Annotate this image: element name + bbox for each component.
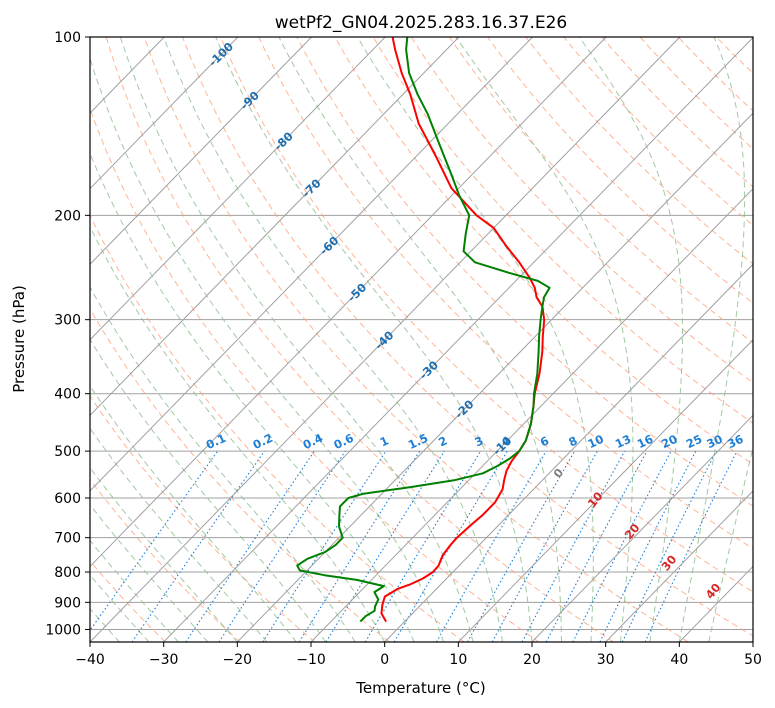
moist-adiabat-line: [578, 37, 683, 642]
x-tick-label: 20: [523, 652, 541, 668]
isotherm-line: [236, 112, 753, 642]
moist-adiabat-line: [678, 37, 746, 642]
dry-adiabat-line: [258, 37, 753, 550]
x-tick-label: 50: [744, 652, 762, 668]
x-tick-label: 10: [449, 652, 467, 668]
dry-adiabat-line: [487, 37, 753, 304]
mixing-ratio-label: 20: [659, 432, 679, 451]
x-axis-label: Temperature (°C): [355, 679, 485, 697]
chart-title: wetPf2_GN04.2025.283.16.37.E26: [275, 13, 567, 33]
mixing-ratio-label: 16: [635, 432, 655, 451]
mixing-ratio-line: [218, 450, 346, 642]
mixing-ratio-line: [325, 450, 445, 642]
moist-adiabat-line: [455, 37, 634, 642]
y-tick-label: 1000: [45, 622, 81, 638]
plot-frame: [89, 36, 754, 643]
mixing-ratio-line: [599, 450, 697, 642]
y-tick-label: 300: [54, 313, 81, 329]
mixing-ratio-label: 30: [704, 432, 724, 451]
dry-adiabat-line: [90, 395, 316, 642]
y-tick-label: 100: [54, 30, 81, 46]
moist-adiabat-line: [90, 286, 356, 642]
mixing-ratio-line: [131, 450, 265, 642]
x-tick-label: 30: [597, 652, 615, 668]
dry-adiabat-line: [296, 37, 753, 507]
dry-adiabat-line: [90, 478, 241, 642]
moist-adiabat-line: [90, 466, 238, 642]
isotherm-line: [90, 37, 681, 642]
mixing-ratio-line: [298, 450, 421, 642]
moist-adiabat-line: [356, 37, 594, 642]
moist-adiabat-line: [90, 225, 386, 642]
dry-adiabat-line: [90, 107, 540, 642]
isotherms: [90, 37, 753, 642]
x-tick-label: 0: [380, 652, 389, 668]
x-tick-label: −30: [149, 652, 179, 668]
mixing-ratio-lines: [90, 450, 738, 642]
moist-adiabat-line: [278, 37, 562, 642]
y-tick-label: 600: [54, 491, 81, 507]
plot-area: 0.1 0.2 0.4 0.6 1 1.5 2 3 4 6 8 10 13 16 20 25 30 36-100-…: [90, 37, 753, 642]
mixing-ratio-line: [521, 450, 626, 642]
isotherm-line: [457, 339, 753, 642]
y-tick-label: 700: [54, 531, 81, 547]
mixing-ratio-line: [185, 450, 315, 642]
y-axis-label: Pressure (hPa): [10, 285, 28, 393]
mixing-ratio-label: 36: [725, 432, 745, 451]
dry-adiabat-line: [410, 37, 753, 384]
dry-adiabat-line: [143, 37, 689, 642]
mixing-ratio-line: [364, 450, 482, 642]
isotherm-line: [90, 37, 607, 568]
moist-adiabat-line: [708, 444, 753, 642]
isotherm-line: [531, 414, 753, 642]
grid-lines: [90, 37, 753, 630]
dry-adiabat-line: [448, 37, 753, 344]
isotherm-line: [90, 37, 239, 190]
mixing-ratio-line: [621, 450, 717, 642]
sounding-profiles: [296, 37, 551, 623]
isotherm-line: [90, 37, 312, 265]
moist-adiabat-line: [90, 152, 415, 642]
moist-adiabat-line: [90, 385, 297, 642]
moist-adiabat-line: [163, 37, 503, 642]
mixing-ratio-line: [262, 450, 387, 642]
y-tick-label: 800: [54, 565, 81, 581]
x-axis-ticks: −40 −30 −20 −10 0 10 20 30 40 50: [75, 642, 762, 668]
moist-adiabat-line: [90, 338, 327, 642]
mixing-ratio-label: 25: [684, 432, 704, 451]
x-tick-label: −20: [223, 652, 253, 668]
moist-adiabat-line: [90, 56, 445, 642]
isotherm-line: [384, 263, 753, 642]
y-tick-label: 900: [54, 595, 81, 611]
x-tick-label: −10: [296, 652, 326, 668]
isotherm-line: [163, 37, 753, 642]
x-tick-label: −40: [75, 652, 105, 668]
y-tick-label: 500: [54, 444, 81, 460]
y-tick-label: 400: [54, 387, 81, 403]
mixing-ratio-label: 13: [613, 432, 633, 451]
moist-adiabat-line: [90, 427, 268, 642]
mixing-ratio-line: [467, 450, 576, 642]
dewpoint-profile-line: [296, 37, 551, 623]
mixing-ratio-line: [90, 450, 219, 632]
y-tick-label: 200: [54, 208, 81, 224]
isotherm-line: [605, 490, 753, 642]
moist-adiabats: [90, 37, 753, 642]
y-axis-ticks: 100 200 300 400 500 600 700 800 900 1000: [45, 30, 90, 638]
moist-adiabat-line: [215, 37, 533, 642]
x-tick-label: 40: [670, 652, 688, 668]
dry-adiabat-line: [220, 37, 753, 593]
isotherm-line: [90, 37, 460, 417]
isotherm-line: [90, 37, 533, 492]
isotherm-line: [310, 187, 753, 642]
mixing-ratio-label: 10: [585, 432, 605, 451]
